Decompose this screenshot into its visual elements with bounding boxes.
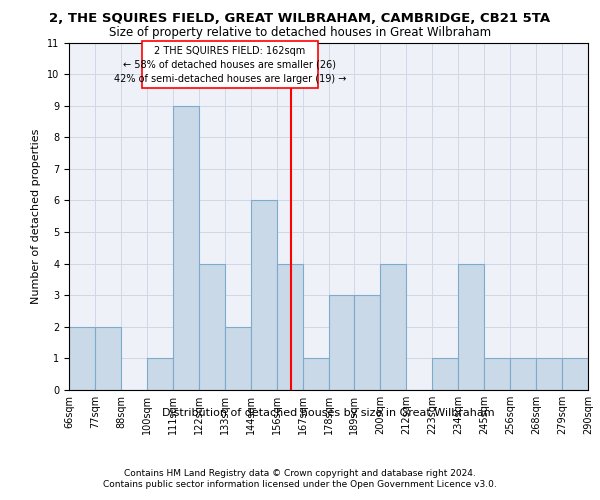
Bar [199,264,224,390]
Bar [225,327,251,390]
Text: Contains public sector information licensed under the Open Government Licence v3: Contains public sector information licen… [103,480,497,489]
Bar [329,295,355,390]
Bar [355,295,380,390]
Bar [562,358,588,390]
FancyBboxPatch shape [142,41,318,88]
Bar [510,358,536,390]
Bar [380,264,406,390]
Text: Size of property relative to detached houses in Great Wilbraham: Size of property relative to detached ho… [109,26,491,39]
Text: 2, THE SQUIRES FIELD, GREAT WILBRAHAM, CAMBRIDGE, CB21 5TA: 2, THE SQUIRES FIELD, GREAT WILBRAHAM, C… [49,12,551,26]
Bar [484,358,510,390]
Bar [147,358,173,390]
Bar [458,264,484,390]
Bar [95,327,121,390]
Y-axis label: Number of detached properties: Number of detached properties [31,128,41,304]
Bar [302,358,329,390]
Bar [173,106,199,390]
Text: 2 THE SQUIRES FIELD: 162sqm
← 58% of detached houses are smaller (26)
42% of sem: 2 THE SQUIRES FIELD: 162sqm ← 58% of det… [114,46,346,84]
Bar [433,358,458,390]
Bar [536,358,562,390]
Bar [277,264,302,390]
Text: Distribution of detached houses by size in Great Wilbraham: Distribution of detached houses by size … [163,408,495,418]
Bar [251,200,277,390]
Bar [69,327,95,390]
Text: Contains HM Land Registry data © Crown copyright and database right 2024.: Contains HM Land Registry data © Crown c… [124,469,476,478]
